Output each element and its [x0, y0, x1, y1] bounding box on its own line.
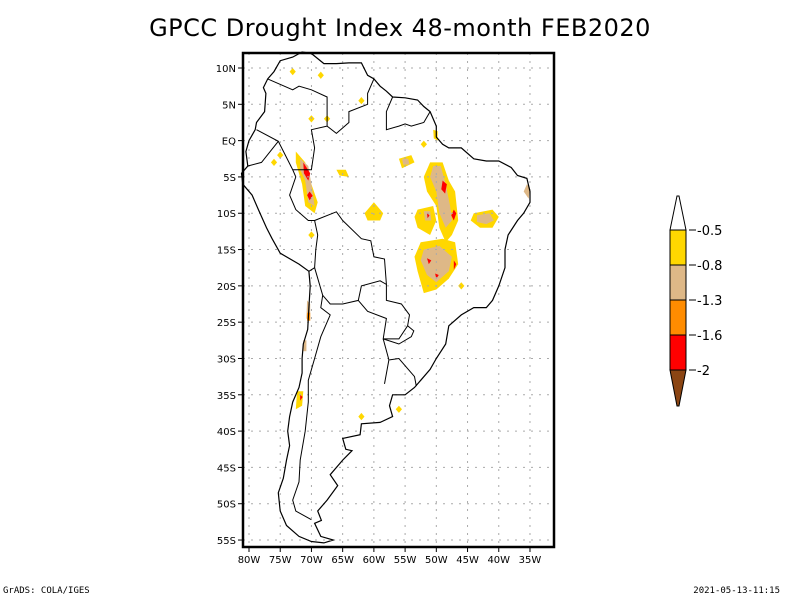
x-tick-label: 35W — [519, 555, 542, 566]
colorbar-top-arrow — [670, 196, 686, 230]
y-tick-label: 45S — [217, 463, 236, 474]
colorbar-segment — [670, 265, 686, 300]
x-tick-label: 75W — [269, 555, 292, 566]
drought-area-yellow — [296, 391, 304, 409]
colorbar-label: -1.3 — [697, 294, 722, 309]
y-tick-label: 55S — [217, 536, 236, 547]
x-tick-label: 50W — [425, 555, 448, 566]
country-border — [315, 212, 387, 304]
y-tick-label: 25S — [217, 318, 236, 329]
drought-area-yellow — [271, 159, 277, 166]
drought-area-yellow — [433, 130, 437, 141]
colorbar-segment — [670, 300, 686, 335]
y-tick-label: 50S — [217, 500, 236, 511]
colorbar-label: -1.6 — [697, 329, 722, 344]
country-border — [358, 284, 409, 339]
grads-credit: GrADS: COLA/IGES — [3, 586, 90, 596]
drought-area-yellow — [396, 406, 402, 413]
drought-area-yellow — [358, 413, 364, 420]
y-tick-label: 40S — [217, 427, 236, 438]
country-border — [383, 326, 414, 344]
y-tick-label: 20S — [217, 282, 236, 293]
y-tick-label: 15S — [217, 246, 236, 257]
x-tick-label: 80W — [238, 555, 261, 566]
y-tick-label: 5N — [222, 100, 236, 111]
country-border — [390, 359, 417, 387]
colorbar-segment — [670, 230, 686, 265]
x-tick-label: 60W — [363, 555, 386, 566]
y-tick-label: 10N — [216, 64, 236, 75]
x-tick-label: 40W — [487, 555, 510, 566]
drought-area-yellow — [358, 97, 364, 104]
country-border — [327, 79, 374, 133]
x-tick-label: 55W — [394, 555, 417, 566]
country-border — [386, 97, 430, 130]
x-tick-label: 70W — [300, 555, 323, 566]
colorbar-label: -0.5 — [697, 224, 722, 239]
drought-area-yellow — [421, 141, 427, 148]
y-tick-label: 30S — [217, 354, 236, 365]
y-tick-label: 5S — [223, 173, 236, 184]
colorbar: -0.5 -0.8 -1.3 -1.6 -2 — [670, 196, 722, 406]
colorbar-label: -2 — [697, 364, 710, 379]
timestamp: 2021-05-13-11:15 — [693, 586, 780, 596]
y-tick-label: EQ — [222, 137, 236, 148]
drought-area-yellow — [318, 72, 324, 79]
drought-area-yellow — [290, 68, 296, 75]
x-tick-label: 65W — [331, 555, 354, 566]
drought-area-tan — [402, 159, 410, 165]
colorbar-label: -0.8 — [697, 259, 722, 274]
country-border — [383, 339, 389, 384]
colorbar-bottom-arrow — [670, 370, 686, 406]
drought-map: 10N5NEQ5S10S15S20S25S30S35S40S45S50S55S … — [0, 0, 800, 600]
y-tick-label: 10S — [217, 209, 236, 220]
coastline — [242, 52, 531, 543]
y-tick-label: 35S — [217, 391, 236, 402]
colorbar-segment — [670, 335, 686, 370]
x-tick-label: 45W — [456, 555, 479, 566]
map-frame — [243, 53, 554, 547]
